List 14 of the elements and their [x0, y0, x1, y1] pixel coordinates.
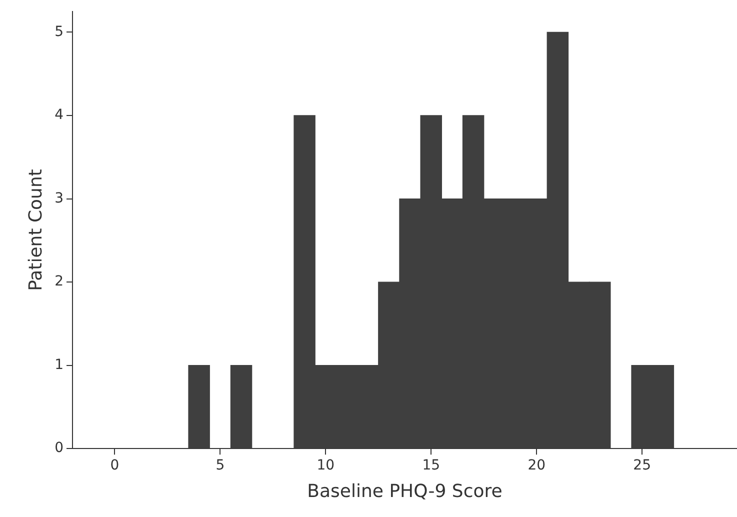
x-tick-label: 5: [216, 458, 225, 474]
x-tick-label: 20: [528, 458, 546, 474]
x-tick-label: 15: [422, 458, 440, 474]
x-axis-title: Baseline PHQ-9 Score: [307, 480, 502, 502]
y-tick-label: 0: [54, 440, 64, 456]
x-tick-label: 10: [316, 458, 335, 474]
x-tick-label: 0: [110, 458, 120, 474]
y-tick-label: 5: [54, 24, 64, 40]
x-tick-label: 25: [633, 458, 651, 474]
y-tick-label: 1: [54, 356, 64, 373]
y-tick-label: 4: [54, 107, 64, 124]
y-tick-label: 3: [54, 190, 64, 206]
y-tick-label: 2: [54, 274, 64, 290]
y-axis-title: Patient Count: [25, 169, 46, 291]
